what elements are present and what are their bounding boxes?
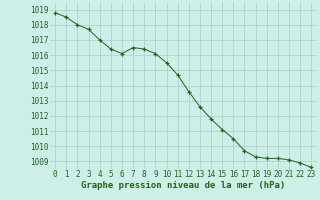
X-axis label: Graphe pression niveau de la mer (hPa): Graphe pression niveau de la mer (hPa) xyxy=(81,181,285,190)
